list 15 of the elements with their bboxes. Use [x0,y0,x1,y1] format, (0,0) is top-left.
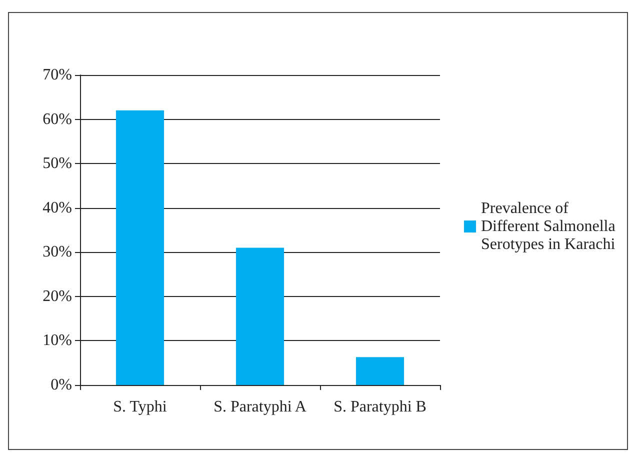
legend-label: Prevalence of Different Salmonella Serotypes in Karachi [481,200,620,253]
y-tick-label: 60% [42,110,72,128]
x-tick-label: S. Typhi [113,398,168,416]
x-tick-label: S. Paratyphi A [214,398,307,416]
y-tick-label: 70% [42,66,72,84]
x-tick-label: S. Paratyphi B [334,398,426,416]
y-tick-label: 50% [42,155,72,172]
y-tick-label: 10% [42,332,72,350]
y-tick-label: 20% [42,288,72,305]
y-tick-label: 40% [42,199,72,216]
bar [356,357,404,385]
y-tick-label: 30% [42,244,72,261]
y-tick-label: 0% [50,376,72,394]
bar [116,110,164,385]
bar [236,248,284,385]
